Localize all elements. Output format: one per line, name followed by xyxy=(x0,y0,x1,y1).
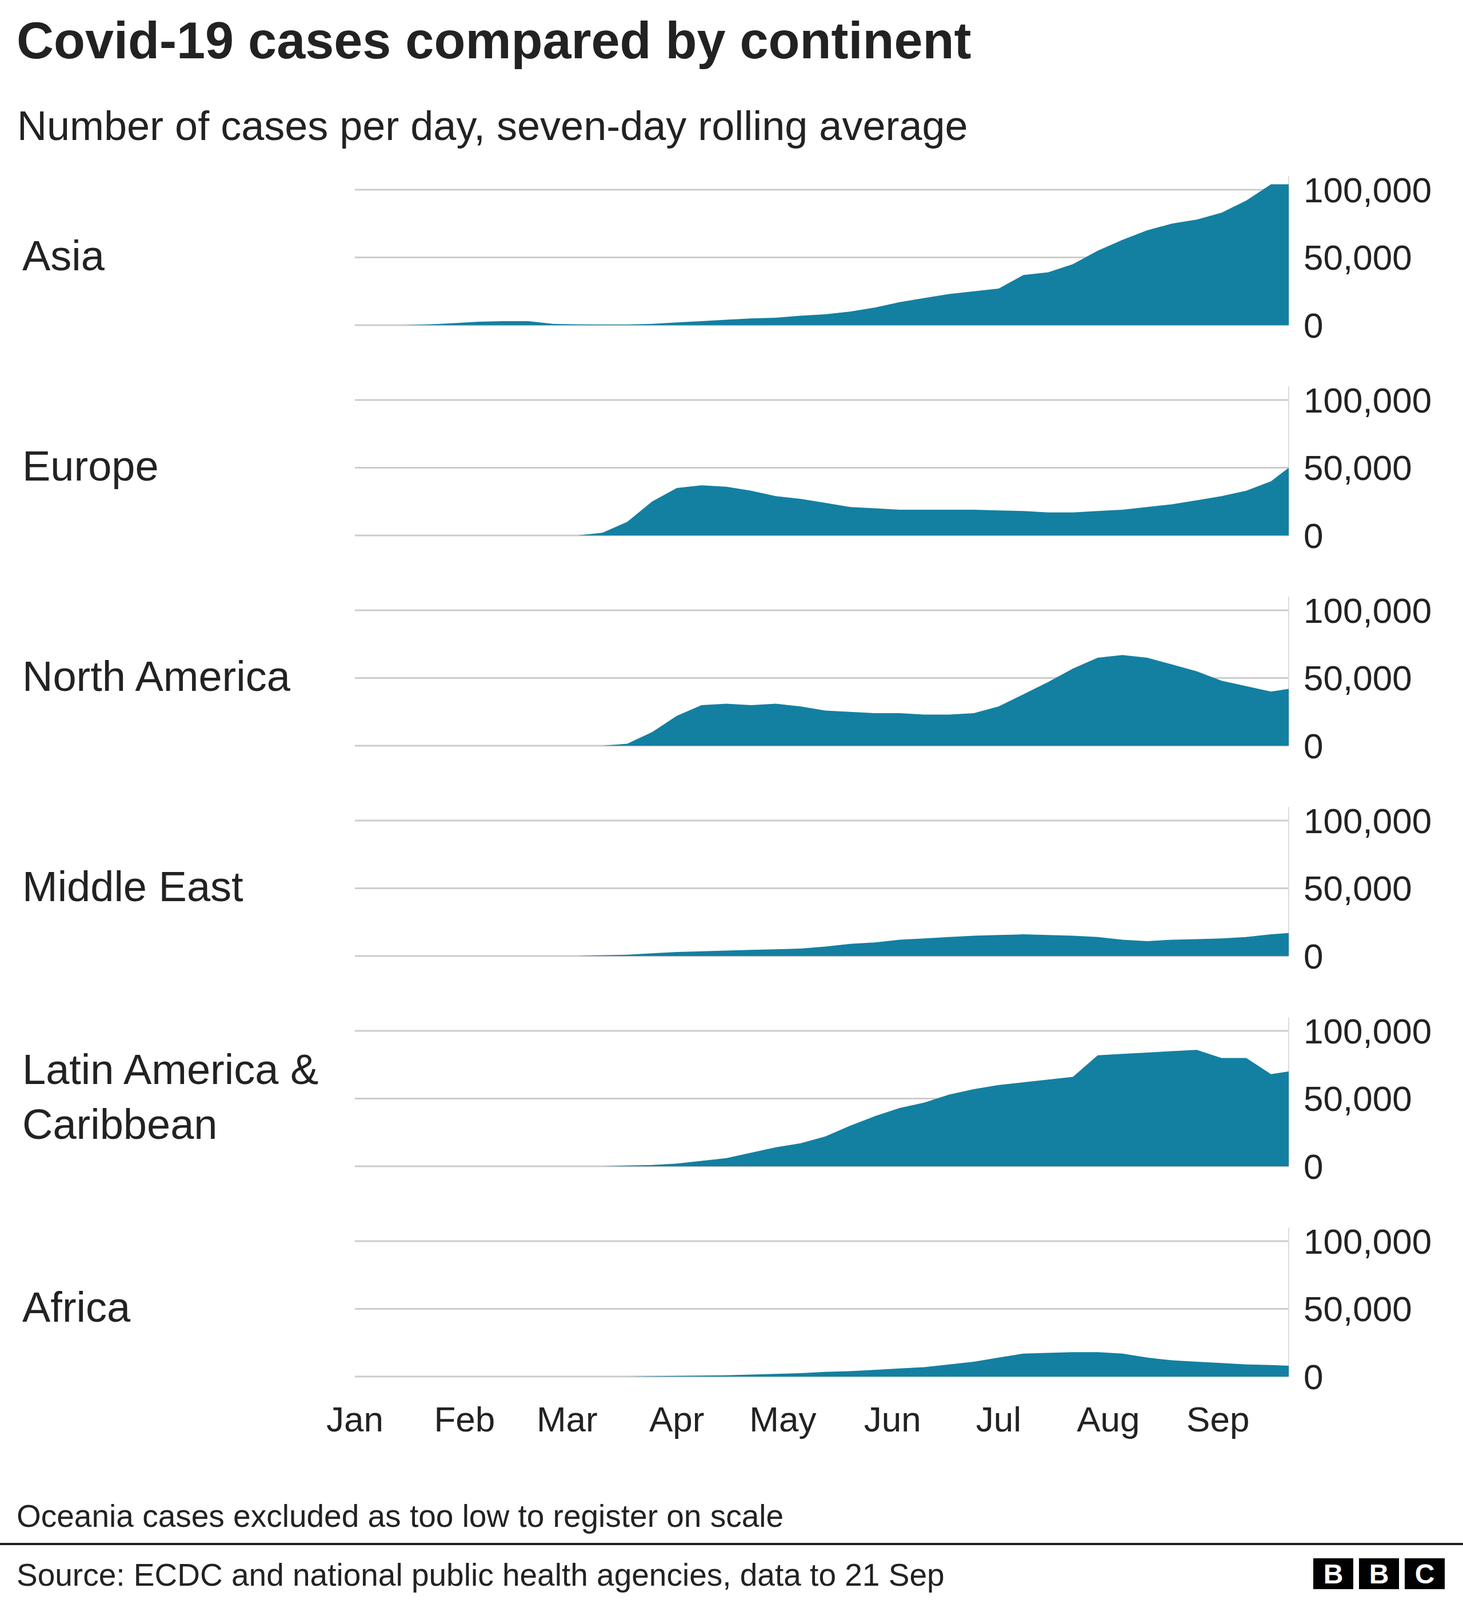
y-tick-label: 100,000 xyxy=(1303,801,1432,841)
x-tick-label: Feb xyxy=(433,1399,495,1439)
panel-label-line: North America xyxy=(22,652,291,701)
subtitle: Number of cases per day, seven-day rolli… xyxy=(17,102,969,149)
chart: Covid-19 cases compared by continent Numb… xyxy=(0,0,1463,1600)
title: Covid-19 cases compared by continent xyxy=(16,12,972,70)
area xyxy=(354,933,1289,957)
panel-label: North America xyxy=(22,652,291,701)
grid-line xyxy=(354,887,1289,890)
grid-line xyxy=(354,189,1289,191)
area xyxy=(354,1049,1289,1167)
panel-label: Latin America & Caribbean xyxy=(22,1045,319,1149)
panel: 0 50,000 100,000 Europe xyxy=(22,380,1432,556)
logo-text: BBC xyxy=(1323,1559,1435,1590)
x-tick-label: Jun xyxy=(864,1399,922,1439)
y-tick-label: 50,000 xyxy=(1303,868,1413,909)
y-tick-label: 100,000 xyxy=(1303,1221,1432,1262)
area xyxy=(354,1352,1289,1377)
y-tick-label: 0 xyxy=(1303,936,1323,977)
logo: BBC xyxy=(1313,1558,1445,1590)
logo-letter: C xyxy=(1414,1559,1435,1590)
source: Source: ECDC and national public health … xyxy=(16,1557,945,1593)
panel: 0 50,000 100,000 North America xyxy=(22,590,1432,766)
background xyxy=(0,0,1463,1600)
y-tick-label: 0 xyxy=(1303,726,1323,766)
panel-label: Europe xyxy=(22,442,159,490)
y-tick-label: 100,000 xyxy=(1303,170,1432,210)
y-tick-label: 100,000 xyxy=(1303,1011,1432,1051)
y-tick-label: 50,000 xyxy=(1303,1078,1413,1119)
grid-line xyxy=(354,399,1289,402)
panel-label: Asia xyxy=(22,232,106,280)
logo-letter: B xyxy=(1369,1559,1390,1590)
separator xyxy=(0,1543,1463,1546)
panel-label: Middle East xyxy=(22,862,244,911)
panel-label-line: Middle East xyxy=(22,862,244,911)
grid-line xyxy=(354,1030,1289,1033)
marks xyxy=(354,1352,1289,1377)
grid-line xyxy=(354,609,1289,612)
marks xyxy=(354,468,1289,537)
panel-label-line: Latin America & xyxy=(22,1045,319,1094)
area xyxy=(354,184,1289,326)
y-tick-label: 50,000 xyxy=(1303,448,1413,488)
logo-letter: B xyxy=(1323,1559,1344,1590)
panel: 0 50,000 100,000 Middle East xyxy=(22,801,1432,977)
x-tick-label: Jul xyxy=(976,1399,1022,1439)
panel-label: Africa xyxy=(22,1283,131,1331)
y-tick-label: 50,000 xyxy=(1303,658,1413,698)
grid-line xyxy=(354,820,1289,822)
x-tick-label: Aug xyxy=(1076,1399,1140,1439)
grid-line xyxy=(354,1240,1289,1243)
note: Oceania cases excluded as too low to reg… xyxy=(16,1498,784,1534)
y-tick-label: 0 xyxy=(1303,1146,1323,1187)
panel: 0 50,000 100,000 Latin America & Caribbean xyxy=(22,1011,1432,1187)
panel-label-line: Europe xyxy=(22,442,159,490)
panel-label-line: Asia xyxy=(22,232,106,280)
area xyxy=(354,468,1289,537)
panel-label-line: Caribbean xyxy=(22,1100,218,1149)
area xyxy=(354,654,1289,746)
marks xyxy=(354,1049,1289,1167)
y-axis-line xyxy=(1288,1227,1290,1377)
x-tick-label: May xyxy=(749,1399,817,1439)
x-tick-label: Sep xyxy=(1186,1399,1250,1439)
panel: 0 50,000 100,000 Asia xyxy=(22,170,1432,346)
y-tick-label: 50,000 xyxy=(1303,1289,1413,1329)
grid-line xyxy=(354,1308,1289,1310)
y-tick-label: 0 xyxy=(1303,1357,1323,1397)
marks xyxy=(354,184,1289,326)
x-tick-label: Mar xyxy=(536,1399,598,1439)
y-tick-label: 0 xyxy=(1303,305,1323,346)
y-tick-label: 100,000 xyxy=(1303,590,1432,631)
panel: 0 50,000 100,000 Africa xyxy=(22,1221,1432,1397)
logo-box xyxy=(1313,1558,1354,1590)
marks xyxy=(354,654,1289,746)
y-tick-label: 100,000 xyxy=(1303,380,1432,421)
panel-label-line: Africa xyxy=(22,1283,131,1331)
y-tick-label: 50,000 xyxy=(1303,237,1413,278)
y-tick-label: 0 xyxy=(1303,516,1323,556)
x-tick-label: Jan xyxy=(326,1399,384,1439)
grid-line xyxy=(354,466,1289,469)
logo-box xyxy=(1358,1558,1399,1590)
marks xyxy=(354,933,1289,957)
x-tick-label: Apr xyxy=(649,1399,705,1439)
logo-box xyxy=(1404,1558,1445,1590)
